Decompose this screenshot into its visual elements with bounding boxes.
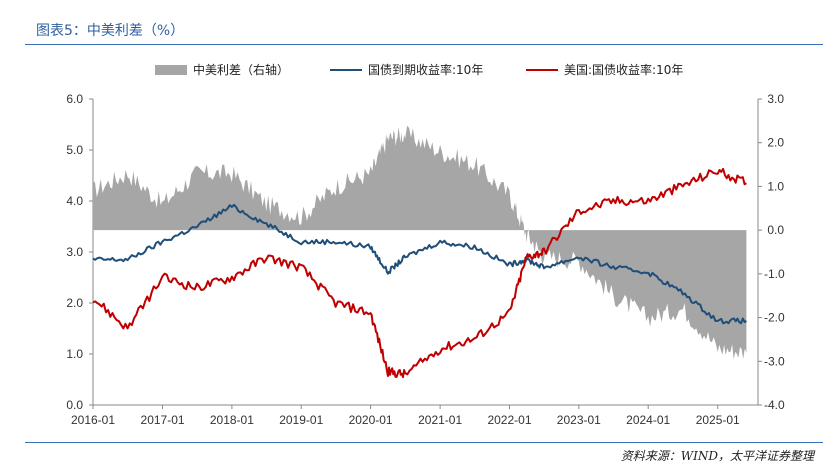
legend: 中美利差（右轴） 国债到期收益率:10年 美国:国债收益率:10年 — [155, 62, 683, 77]
x-tick-label: 2021-01 — [418, 413, 462, 427]
right-tick-label: 0.0 — [764, 223, 784, 237]
right-tick-label: 2.0 — [764, 136, 784, 150]
x-tick-label: 2019-01 — [279, 413, 323, 427]
x-tick-label: 2024-01 — [626, 413, 670, 427]
right-tick-label: -1.0 — [764, 267, 785, 281]
china-10y-line — [92, 203, 747, 325]
x-tick-label: 2022-01 — [487, 413, 531, 427]
x-tick-label: 2020-01 — [349, 413, 393, 427]
plot-area — [92, 125, 747, 379]
x-tick-label: 2016-01 — [71, 413, 115, 427]
left-tick-label: 1.0 — [66, 347, 83, 361]
bottom-rule — [25, 442, 823, 443]
right-tick-label: -2.0 — [764, 311, 785, 325]
chart-title: 图表5：中美利差（%） — [36, 23, 185, 39]
right-tick-label: -4.0 — [764, 398, 785, 412]
x-tick-label: 2017-01 — [141, 413, 185, 427]
left-tick-label: 5.0 — [66, 143, 83, 157]
legend-swatch-area — [155, 65, 187, 75]
x-tick-label: 2018-01 — [210, 413, 254, 427]
source-note: 资料来源：WIND，太平洋证券整理 — [620, 449, 814, 463]
left-tick-label: 2.0 — [66, 296, 83, 310]
legend-label: 中美利差（右轴） — [193, 62, 289, 77]
spread-area — [93, 125, 747, 360]
legend-label: 国债到期收益率:10年 — [368, 62, 483, 77]
right-tick-label: 3.0 — [764, 92, 784, 106]
x-tick-label: 2025-01 — [696, 413, 740, 427]
left-tick-label: 4.0 — [66, 194, 83, 208]
left-tick-label: 6.0 — [66, 92, 83, 106]
x-tick-label: 2023-01 — [557, 413, 601, 427]
legend-label: 美国:国债收益率:10年 — [564, 62, 683, 77]
right-tick-label: -3.0 — [764, 354, 785, 368]
axes: 0.0 1.0 2.0 3.0 4.0 5.0 6.0 -4.0 -3.0 -2.0 -1.0 0.… — [66, 92, 785, 427]
left-tick-label: 0.0 — [66, 398, 83, 412]
right-tick-label: 1.0 — [764, 179, 784, 193]
top-rule — [25, 44, 823, 45]
us-10y-line — [92, 167, 747, 379]
left-tick-label: 3.0 — [66, 245, 83, 259]
